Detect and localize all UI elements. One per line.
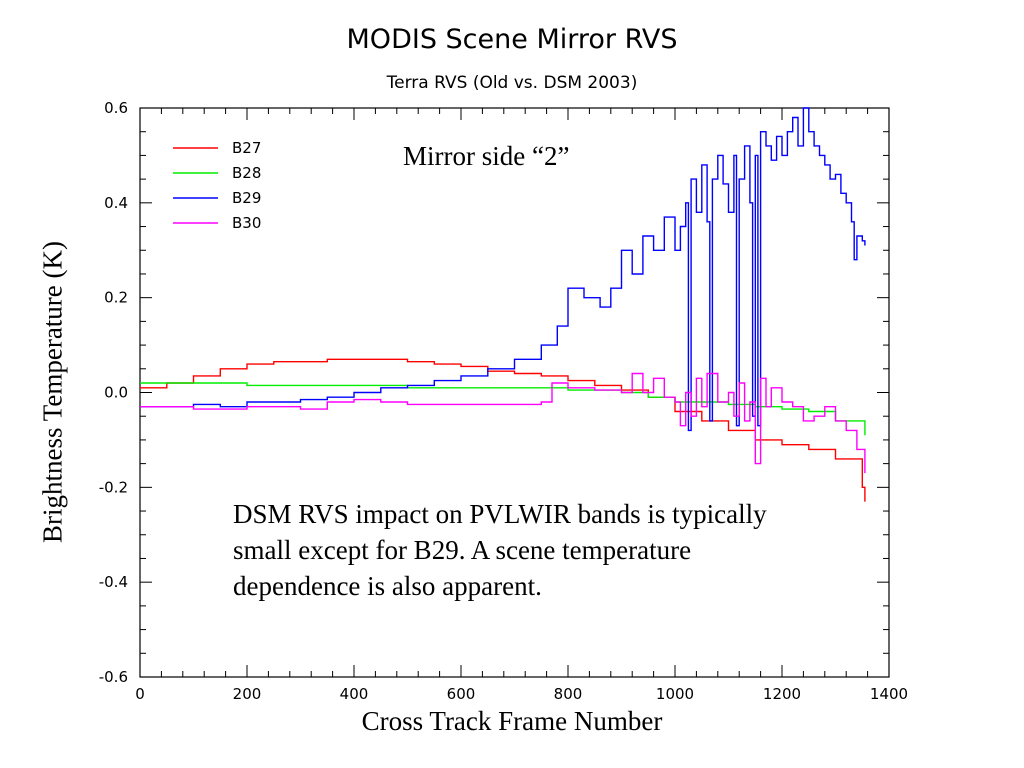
x-tick-label: 1400 — [870, 685, 908, 703]
dsm-impact-annotation: DSM RVS impact on PVLWIR bands is typica… — [233, 499, 767, 601]
y-tick-label: 0.6 — [104, 99, 128, 117]
legend-label-b27: B27 — [232, 139, 261, 157]
mirror-side-annotation: Mirror side “2” — [403, 141, 570, 171]
y-axis-label: Brightness Temperature (K) — [37, 240, 68, 544]
legend-label-b30: B30 — [232, 214, 261, 232]
y-tick-label: -0.6 — [99, 668, 128, 686]
y-tick-label: 0.0 — [104, 384, 128, 402]
series-line-b29 — [140, 107, 866, 432]
x-tick-label: 800 — [554, 685, 583, 703]
y-tick-label: 0.2 — [104, 289, 128, 307]
y-tick-label: -0.2 — [99, 478, 128, 496]
x-tick-label: 0 — [135, 685, 145, 703]
x-tick-labels: 0 200 400 600 800 1000 1200 1400 — [135, 685, 908, 703]
x-tick-label: 200 — [233, 685, 262, 703]
x-tick-label: 600 — [447, 685, 476, 703]
series-line-b27 — [140, 358, 866, 502]
y-tick-label: -0.4 — [99, 573, 128, 591]
chart-title: MODIS Scene Mirror RVS — [346, 24, 678, 55]
series-line-b30 — [140, 372, 866, 474]
y-tick-label: 0.4 — [104, 194, 128, 212]
x-tick-label: 1200 — [763, 685, 801, 703]
x-tick-label: 400 — [340, 685, 369, 703]
series-lines — [140, 107, 866, 502]
y-tick-labels: 0.6 0.4 0.2 0.0 -0.2 -0.4 -0.6 — [99, 99, 128, 686]
x-tick-label: 1000 — [656, 685, 694, 703]
chart-subtitle: Terra RVS (Old vs. DSM 2003) — [386, 73, 638, 93]
legend-label-b28: B28 — [232, 164, 261, 182]
legend: B27 B28 B29 B30 — [173, 139, 261, 232]
axis-ticks — [139, 107, 890, 678]
x-axis-label: Cross Track Frame Number — [361, 706, 663, 736]
legend-label-b29: B29 — [232, 189, 261, 207]
series-line-b28 — [140, 382, 866, 436]
